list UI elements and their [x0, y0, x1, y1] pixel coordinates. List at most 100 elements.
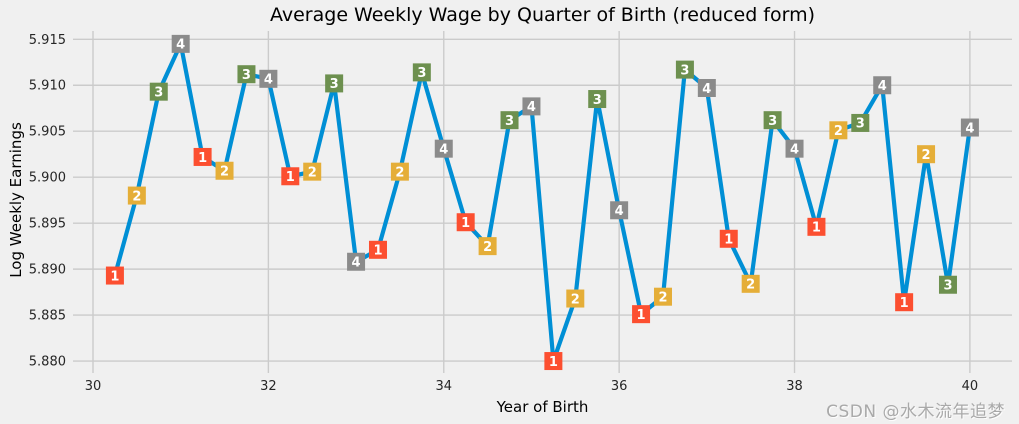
quarter-2-marker — [829, 121, 848, 140]
quarter-marker-label: 4 — [352, 256, 361, 271]
quarter-3-marker — [588, 90, 607, 109]
quarter-3-marker — [675, 60, 694, 79]
quarter-2-marker — [127, 186, 146, 205]
quarter-marker-label: 1 — [198, 151, 207, 166]
series-line — [112, 41, 972, 364]
quarter-marker-label: 2 — [922, 148, 931, 163]
quarter-marker-label: 1 — [812, 221, 821, 236]
quarter-marker-label: 2 — [571, 292, 580, 307]
y-tick-label: 5.900 — [29, 171, 66, 186]
quarter-2-marker — [566, 289, 585, 308]
quarter-4-marker — [522, 97, 541, 116]
quarter-marker-label: 3 — [943, 279, 952, 294]
quarter-marker-label: 1 — [110, 269, 119, 284]
quarter-marker-label: 4 — [790, 142, 799, 157]
quarter-2-marker — [215, 161, 234, 180]
quarter-4-marker — [785, 139, 804, 158]
quarter-marker-label: 4 — [527, 100, 536, 115]
x-tick-label: 40 — [962, 379, 979, 394]
quarter-4-marker — [434, 139, 453, 158]
quarter-marker-label: 1 — [549, 355, 558, 370]
quarter-4-marker — [697, 79, 716, 97]
quarter-2-marker — [478, 237, 497, 256]
quarter-4-marker — [960, 118, 979, 137]
quarter-1-marker — [281, 167, 300, 186]
quarter-marker-label: 3 — [856, 117, 865, 132]
quarter-marker-label: 3 — [330, 77, 339, 92]
quarter-4-marker — [171, 34, 190, 53]
x-axis-title: Year of Birth — [496, 398, 589, 416]
quarter-marker-label: 2 — [395, 165, 404, 180]
quarter-3-marker — [412, 63, 431, 82]
quarter-marker-label: 2 — [834, 124, 843, 139]
quarter-marker-label: 4 — [615, 204, 624, 219]
quarter-3-marker — [763, 111, 782, 130]
quarter-3-marker — [851, 113, 870, 132]
quarter-1-marker — [193, 147, 212, 166]
quarter-marker-label: 3 — [505, 114, 514, 129]
quarter-marker-label: 1 — [286, 170, 295, 185]
x-tick-label: 34 — [435, 379, 452, 394]
quarter-marker-label: 4 — [702, 82, 711, 97]
quarter-marker-label: 3 — [417, 66, 426, 81]
quarter-marker-label: 2 — [658, 290, 667, 305]
x-tick-label: 38 — [786, 379, 803, 394]
quarter-3-marker — [237, 65, 256, 84]
quarter-3-marker — [500, 111, 519, 130]
quarter-marker-label: 1 — [900, 296, 909, 311]
quarter-1-marker — [105, 266, 124, 285]
quarter-marker-label: 4 — [176, 38, 185, 53]
quarter-3-marker — [149, 82, 168, 101]
watermark: CSDN @水木流年追梦 — [826, 402, 1005, 422]
quarter-2-marker — [653, 287, 672, 306]
quarter-marker-label: 2 — [220, 165, 229, 180]
y-tick-label: 5.915 — [29, 33, 66, 48]
quarter-marker-label: 4 — [965, 121, 974, 136]
quarter-3-marker — [938, 275, 957, 294]
quarter-1-marker — [807, 217, 826, 236]
quarter-marker-label: 2 — [746, 278, 755, 293]
quarter-marker-label: 4 — [878, 79, 887, 94]
quarter-4-marker — [259, 69, 278, 88]
quarter-marker-label: 2 — [308, 165, 317, 180]
quarter-1-marker — [544, 352, 563, 371]
y-tick-label: 5.895 — [29, 217, 66, 232]
quarter-2-marker — [303, 162, 322, 181]
y-tick-label: 5.885 — [29, 309, 66, 324]
quarter-marker-label: 1 — [461, 216, 470, 231]
quarter-marker-label: 3 — [154, 85, 163, 100]
quarter-1-marker — [719, 229, 738, 248]
x-tick-label: 36 — [611, 379, 628, 394]
x-tick-label: 30 — [85, 379, 102, 394]
quarter-4-marker — [610, 201, 629, 220]
chart-title: Average Weekly Wage by Quarter of Birth … — [269, 4, 816, 26]
quarter-marker-label: 1 — [373, 244, 382, 259]
quarter-marker-label: 3 — [593, 93, 602, 108]
quarter-2-marker — [741, 274, 760, 293]
quarter-2-marker — [917, 145, 936, 164]
quarter-1-marker — [456, 213, 475, 232]
quarter-2-marker — [390, 162, 409, 181]
quarter-marker-label: 3 — [680, 63, 689, 78]
quarter-marker-label: 1 — [724, 233, 733, 248]
y-tick-label: 5.890 — [29, 263, 66, 278]
quarter-1-marker — [632, 305, 651, 324]
quarter-3-marker — [325, 74, 344, 93]
quarter-marker-label: 2 — [483, 240, 492, 255]
y-tick-label: 5.910 — [29, 79, 66, 94]
x-tick-label: 32 — [260, 379, 277, 394]
quarter-marker-label: 4 — [264, 73, 273, 88]
y-tick-label: 5.905 — [29, 125, 66, 140]
quarter-4-marker — [347, 252, 366, 271]
quarter-marker-label: 3 — [768, 114, 777, 129]
quarter-1-marker — [895, 293, 914, 312]
quarter-marker-label: 2 — [132, 189, 141, 204]
quarter-1-marker — [368, 240, 387, 259]
quarter-marker-label: 4 — [439, 142, 448, 157]
quarter-marker-label: 3 — [242, 68, 251, 83]
quarter-marker-label: 1 — [637, 308, 646, 323]
quarter-4-marker — [873, 76, 892, 95]
y-tick-label: 5.880 — [29, 355, 66, 370]
